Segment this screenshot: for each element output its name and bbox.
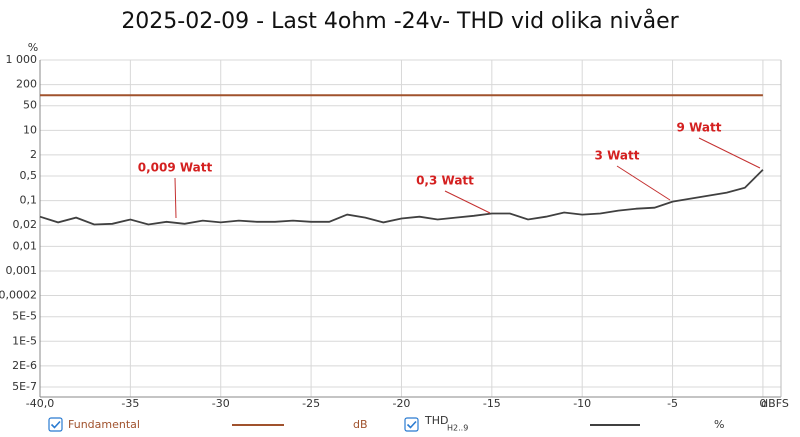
check xyxy=(50,420,61,429)
annotation-line xyxy=(174,177,177,219)
series-line xyxy=(39,169,764,226)
legend-label: THD xyxy=(424,414,448,427)
annotation: 0,009 Watt xyxy=(138,161,213,175)
annotation: 0,3 Watt xyxy=(416,174,474,188)
y-tick-label: 5E-7 xyxy=(12,380,37,393)
y-tick-label: 0,001 xyxy=(6,264,38,277)
y-axis-label: % xyxy=(28,41,38,54)
x-tick-label: -35 xyxy=(121,397,139,410)
y-tick-label: 0,02 xyxy=(13,218,38,231)
x-tick-label: -25 xyxy=(302,397,320,410)
check xyxy=(406,420,417,429)
annotation-line xyxy=(698,137,761,169)
x-tick-label: 0 xyxy=(759,397,766,410)
x-tick-label: -30 xyxy=(212,397,230,410)
chart-title: 2025-02-09 - Last 4ohm -24v- THD vid oli… xyxy=(121,8,679,34)
annotation: 9 Watt xyxy=(677,121,722,135)
legend-label-sub: H2..9 xyxy=(447,424,468,433)
x-axis-label: dBFS xyxy=(761,397,789,410)
annotation-line xyxy=(444,190,491,214)
y-tick-label: 0,5 xyxy=(20,169,38,182)
legend-unit: % xyxy=(714,418,724,431)
x-tick-label: -5 xyxy=(667,397,678,410)
y-tick-label: 200 xyxy=(16,78,37,91)
legend-unit: dB xyxy=(353,418,368,431)
legend-checkbox[interactable] xyxy=(404,417,419,432)
legend: Fundamental dB THD H2..9 % xyxy=(48,414,724,433)
y-tick-label: 50 xyxy=(23,99,37,112)
x-tick-label: -15 xyxy=(483,397,501,410)
y-tick-label: 0,0002 xyxy=(0,289,37,302)
x-tick-label: -40,0 xyxy=(26,397,54,410)
annotation: 3 Watt xyxy=(595,149,640,163)
y-tick-label: 10 xyxy=(23,123,37,136)
x-tick-label: -10 xyxy=(573,397,591,410)
y-tick-label: 1 000 xyxy=(6,53,38,66)
y-tick-label: 2E-6 xyxy=(12,359,37,372)
x-tick-label: -20 xyxy=(392,397,410,410)
legend-checkbox[interactable] xyxy=(48,417,63,432)
plot-area xyxy=(40,60,781,397)
y-tick-label: 0,1 xyxy=(20,194,38,207)
y-tick-label: 5E-5 xyxy=(12,310,37,323)
y-tick-label: 1E-5 xyxy=(12,334,37,347)
y-tick-label: 2 xyxy=(30,148,37,161)
legend-label: Fundamental xyxy=(68,418,140,431)
y-tick-label: 0,01 xyxy=(13,239,38,252)
annotation-line xyxy=(616,165,671,201)
